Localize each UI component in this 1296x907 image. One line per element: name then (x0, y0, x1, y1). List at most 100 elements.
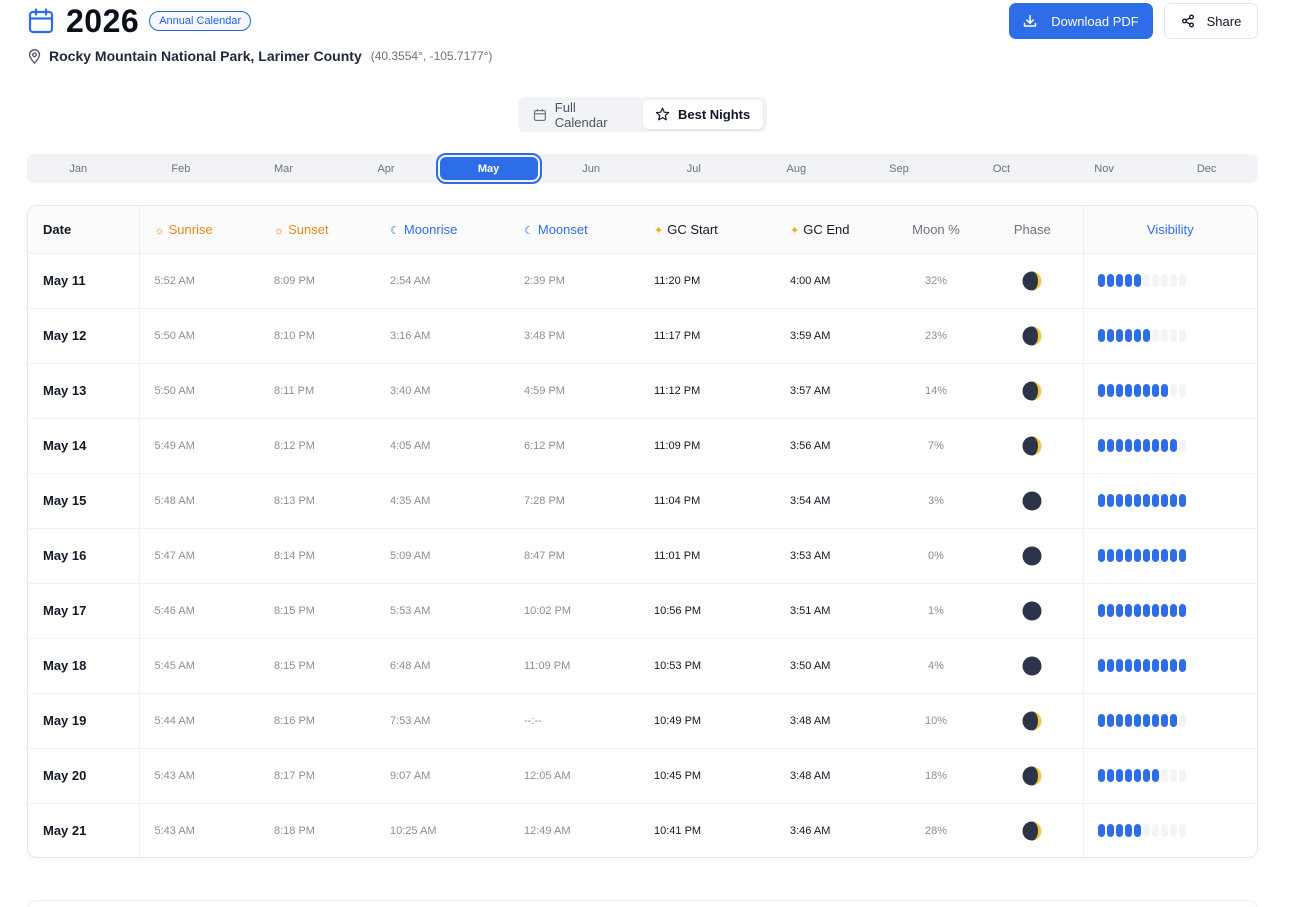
moonrise-cell: 3:40 AM (375, 363, 509, 419)
phase-cell (982, 748, 1083, 804)
visibility-dot (1178, 329, 1186, 342)
visibility-dot (1133, 439, 1141, 452)
visibility-dot (1169, 329, 1177, 342)
month-tab-aug[interactable]: Aug (786, 162, 807, 175)
table-row[interactable]: May 16 5:47 AM 8:14 PM 5:09 AM 8:47 PM 11:01 … (28, 528, 1258, 584)
gc-end-cell: 4:00 AM (775, 253, 890, 309)
table-row[interactable]: May 18 5:45 AM 8:15 PM 6:48 AM 11:09 PM 10:53… (28, 638, 1258, 694)
date-cell: May 20 (28, 748, 140, 804)
visibility-dot (1178, 714, 1186, 727)
visibility-dot (1169, 824, 1177, 838)
visibility-dot (1142, 769, 1150, 782)
visibility-dot (1160, 274, 1168, 287)
visibility-dot (1151, 824, 1159, 838)
phase-cell (982, 473, 1083, 529)
sunset-cell: 8:13 PM (259, 473, 375, 529)
calendar-icon (533, 108, 546, 121)
moonrise-cell: 4:35 AM (375, 473, 509, 529)
sunset-cell: 8:12 PM (259, 418, 375, 474)
title-row: 2026 Annual Calendar (28, 2, 252, 39)
column-header-moonrise: ☾ Moonrise (375, 206, 509, 254)
moon-icon: ☾ (390, 224, 400, 237)
month-selector: Jan Feb Mar Apr May Jun Jul Aug Sep Oct Nov Dec (27, 153, 1258, 184)
month-tab-nov[interactable]: Nov (1094, 162, 1114, 175)
sunrise-cell: 5:47 AM (139, 528, 259, 584)
visibility-dot (1178, 384, 1186, 397)
visibility-dot (1097, 329, 1105, 342)
moon-percent-cell: 18% (890, 748, 982, 804)
visibility-dot (1169, 604, 1177, 617)
gc-start-cell: 10:41 PM (654, 824, 702, 837)
month-tab-mar[interactable]: Mar (273, 162, 293, 175)
visibility-dot (1151, 329, 1159, 342)
gc-start-cell: 10:53 PM (639, 638, 775, 694)
month-tab-oct[interactable]: Oct (992, 162, 1011, 175)
visibility-dot (1169, 384, 1177, 397)
month-tab-apr[interactable]: Apr (377, 162, 395, 175)
download-pdf-button[interactable]: Download PDF (1009, 3, 1153, 39)
visibility-dot (1178, 604, 1186, 617)
table-row[interactable]: May 14 5:49 AM 8:12 PM 4:05 AM 6:12 PM 11:09 … (28, 418, 1257, 474)
table-row[interactable]: May 21 5:43 AM 8:18 PM 10:25 AM 12:49 AM 10:4… (28, 803, 1257, 857)
visibility-dot (1169, 769, 1177, 782)
table-row[interactable]: May 20 5:43 AM 8:17 PM 9:07 AM 12:05 AM 10:45… (28, 748, 1258, 804)
visibility-meter (1097, 769, 1258, 782)
sunrise-cell: 5:48 AM (139, 473, 259, 529)
gc-start-cell: 10:49 PM (639, 693, 775, 749)
visibility-dot (1142, 274, 1150, 287)
table-row[interactable]: May 15 5:48 AM 8:13 PM 4:35 AM 7:28 PM 11:04 … (28, 473, 1257, 529)
visibility-dot (1124, 824, 1132, 838)
download-icon (1024, 14, 1037, 27)
gc-end-cell: 3:53 AM (775, 528, 890, 584)
visibility-dot (1115, 659, 1123, 672)
visibility-meter (1097, 549, 1258, 562)
date-cell: May 12 (28, 308, 140, 364)
month-tab-may[interactable]: May (435, 153, 542, 184)
table-row[interactable]: May 19 5:44 AM 8:16 PM 7:53 AM --:-- 10:49 PM… (28, 693, 1257, 749)
tab-best-nights-label: Best Nights (678, 107, 751, 122)
share-button[interactable]: Share (1164, 3, 1258, 39)
table-row[interactable]: May 12 5:50 AM 8:10 PM 3:16 AM 3:48 PM 11:17 … (28, 308, 1257, 364)
moonset-cell: 8:47 PM (509, 528, 639, 584)
visibility-dot (1142, 384, 1150, 397)
table-row[interactable]: May 17 5:46 AM 8:15 PM 5:53 AM 10:02 PM 10:56… (28, 583, 1257, 639)
visibility-meter (1097, 659, 1258, 672)
share-label: Share (1206, 13, 1242, 29)
month-tab-sep[interactable]: Sep (889, 162, 909, 175)
page-title: 2026 (66, 2, 140, 39)
month-tab-dec[interactable]: Dec (1196, 162, 1217, 175)
tab-full-calendar[interactable]: Full Calendar (521, 100, 643, 130)
month-tab-feb[interactable]: Feb (171, 162, 191, 175)
visibility-dot (1097, 604, 1105, 617)
month-tab-jul[interactable]: Jul (686, 162, 701, 175)
visibility-dot (1160, 824, 1168, 838)
sun-icon: ☼ (154, 224, 165, 237)
crescent-moon-icon (1022, 436, 1042, 456)
visibility-dot (1106, 824, 1114, 838)
table-row[interactable]: May 13 5:50 AM 8:11 PM 3:40 AM 4:59 PM 11:12 … (28, 363, 1257, 419)
month-tab-jan[interactable]: Jan (69, 162, 88, 175)
visibility-dot (1133, 769, 1141, 782)
visibility-dot (1151, 274, 1159, 287)
crescent-moon-icon (1022, 711, 1042, 731)
table-row[interactable]: May 11 5:52 AM 8:09 PM 2:54 AM 2:39 PM 11:20 … (28, 253, 1257, 309)
sunset-cell: 8:16 PM (259, 693, 375, 749)
month-tab-jun[interactable]: Jun (582, 162, 601, 175)
visibility-dot (1124, 494, 1132, 507)
visibility-cell (1082, 473, 1257, 529)
visibility-dot (1133, 604, 1141, 617)
table-header-row: Date ☼ Sunrise ☼ Sunset ☾ Moonrise ☾ Moonset… (28, 206, 1257, 254)
moonrise-cell: 2:54 AM (375, 253, 509, 309)
visibility-dot (1151, 494, 1159, 507)
column-header-gc-start: ✦ GC Start (639, 206, 775, 254)
moon-percent-cell: 14% (890, 363, 982, 419)
sunrise-cell: 5:43 AM (139, 748, 259, 804)
moonset-cell: 10:02 PM (509, 583, 639, 639)
tab-best-nights[interactable]: Best Nights (643, 100, 763, 129)
moonrise-cell: 9:07 AM (375, 748, 509, 804)
visibility-dot (1178, 274, 1186, 287)
visibility-dot (1169, 549, 1177, 562)
gc-start-cell: 11:01 PM (639, 528, 775, 584)
visibility-dot (1106, 384, 1114, 397)
calendar-icon (28, 8, 54, 34)
